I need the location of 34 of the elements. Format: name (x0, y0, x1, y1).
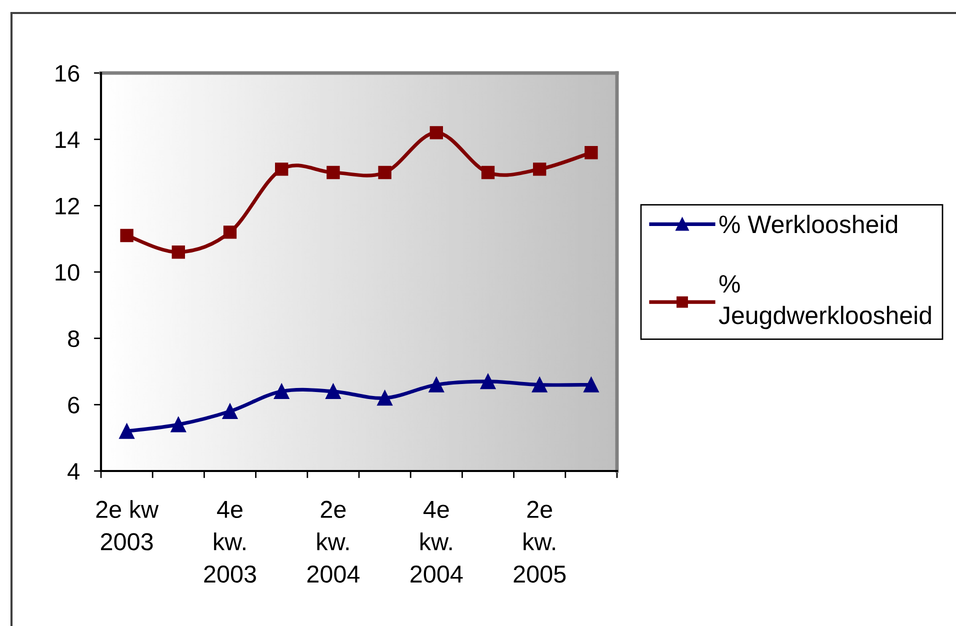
point (430, 126, 443, 140)
point (274, 384, 290, 400)
x-tick-label: 2e kw 2003 (96, 500, 159, 550)
x-tick-label: 4e kw. 2003 (204, 501, 256, 583)
y-tick-label: 16 (56, 65, 80, 82)
y-tick-label: 4 (68, 463, 80, 480)
point (584, 146, 598, 160)
point (377, 390, 392, 406)
legend-label: % Werkloosheid (719, 214, 898, 234)
point (172, 246, 185, 259)
point (480, 374, 496, 390)
point (584, 377, 599, 392)
point (532, 377, 548, 392)
x-tick-label: 2e kw. 2004 (307, 500, 360, 583)
legend-label: % Jeugdwerkloosheid (718, 275, 931, 330)
y-tick-label: 8 (68, 330, 80, 348)
point (170, 416, 186, 432)
y-tick-label: 6 (68, 396, 80, 414)
x-tick-label: 4e kw. 2004 (410, 501, 463, 583)
point (326, 384, 341, 400)
point (275, 162, 288, 176)
point (222, 404, 238, 419)
point (119, 424, 134, 439)
y-tick-label: 10 (56, 264, 80, 281)
point (533, 162, 546, 176)
point (223, 226, 237, 239)
point (428, 377, 444, 392)
point (481, 166, 495, 180)
point (326, 166, 340, 180)
y-tick-label: 14 (56, 132, 80, 148)
y-tick-label: 12 (56, 198, 79, 214)
x-tick-label: 2e kw. 2005 (514, 500, 566, 583)
point (120, 228, 134, 242)
point (378, 166, 392, 180)
